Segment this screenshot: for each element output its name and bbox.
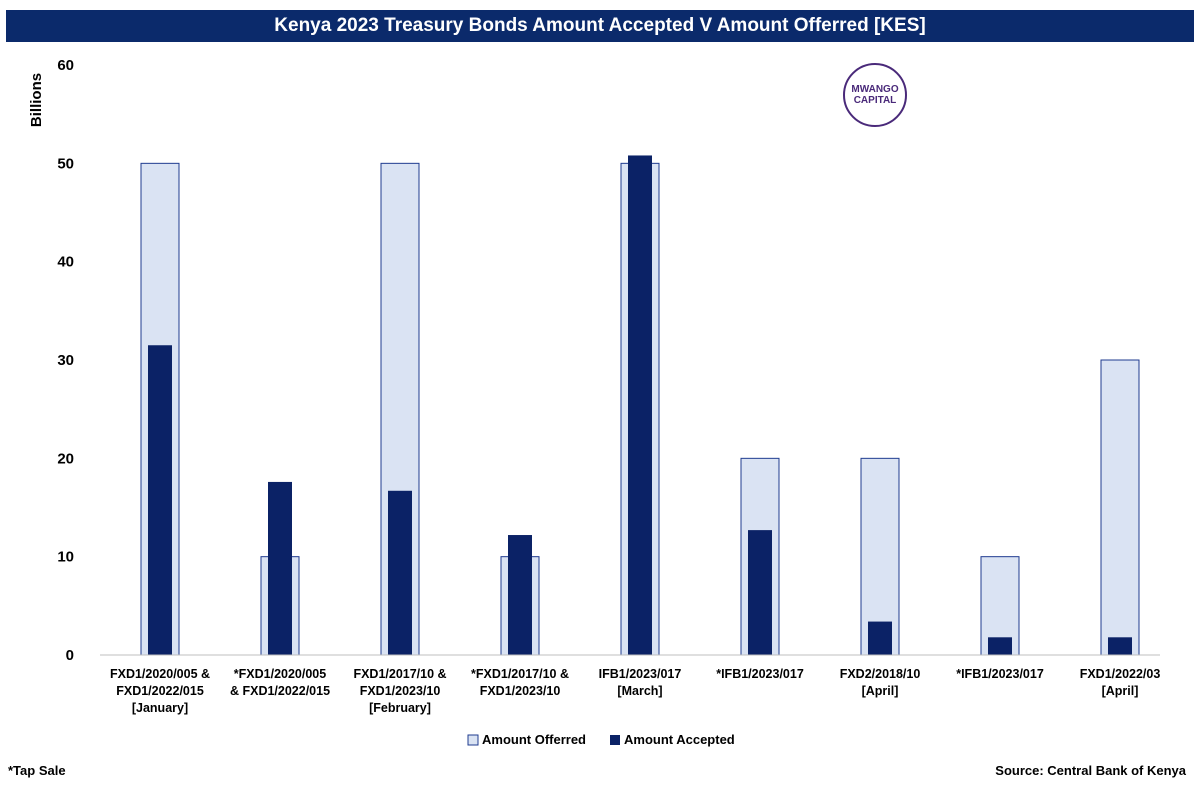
accepted-bar: [988, 637, 1012, 655]
y-axis-label: Billions: [28, 73, 45, 127]
x-tick-label: FXD2/2018/10 [April]: [840, 667, 921, 698]
accepted-bar: [148, 345, 172, 655]
legend: Amount Offerred Amount Accepted: [467, 732, 735, 747]
accepted-bar: [628, 155, 652, 655]
accepted-bar: [268, 481, 292, 655]
accepted-bar: [388, 490, 412, 655]
offered-bar: [380, 162, 420, 656]
x-tick-label: *IFB1/2023/017: [956, 667, 1044, 681]
offered-bars: [140, 162, 1140, 656]
x-axis-ticks: FXD1/2020/005 & FXD1/2022/015 [January] *FX…: [110, 667, 1160, 715]
y-tick-label: 50: [57, 155, 74, 172]
x-tick-label: IFB1/2023/017 [March]: [599, 667, 682, 698]
accepted-bars: [148, 155, 1132, 655]
accepted-bar: [748, 530, 772, 655]
x-tick-label: FXD1/2020/005 & FXD1/2022/015 [January]: [110, 667, 210, 715]
y-tick-label: 40: [57, 254, 74, 271]
y-tick-label: 30: [57, 352, 74, 369]
chart-title: Kenya 2023 Treasury Bonds Amount Accepte…: [6, 10, 1194, 42]
accepted-bar: [508, 535, 532, 655]
legend-label-offered: Amount Offerred: [482, 732, 586, 747]
y-axis-ticks: 0 10 20 30 40 50 60: [57, 57, 74, 664]
source-note: Source: Central Bank of Kenya: [995, 763, 1186, 778]
y-tick-label: 60: [57, 57, 74, 74]
x-tick-label: *FXD1/2020/005 & FXD1/2022/015: [230, 667, 330, 698]
legend-swatch-offered: [467, 734, 479, 746]
accepted-bar: [868, 621, 892, 655]
x-tick-label: FXD1/2022/03 [April]: [1080, 667, 1161, 698]
logo-text: MWANGO CAPITAL: [851, 84, 899, 106]
y-tick-label: 0: [66, 647, 74, 664]
x-tick-label: *FXD1/2017/10 & FXD1/2023/10: [471, 667, 569, 698]
footnote: *Tap Sale: [8, 763, 66, 778]
mwango-capital-logo: MWANGO CAPITAL: [843, 63, 907, 127]
x-tick-label: FXD1/2017/10 & FXD1/2023/10 [February]: [353, 667, 446, 715]
legend-label-accepted: Amount Accepted: [624, 732, 735, 747]
y-tick-label: 10: [57, 549, 74, 566]
y-tick-label: 20: [57, 450, 74, 467]
x-tick-label: *IFB1/2023/017: [716, 667, 804, 681]
accepted-bar: [1108, 637, 1132, 655]
offered-bar: [1100, 359, 1140, 656]
legend-swatch-accepted: [610, 735, 620, 745]
